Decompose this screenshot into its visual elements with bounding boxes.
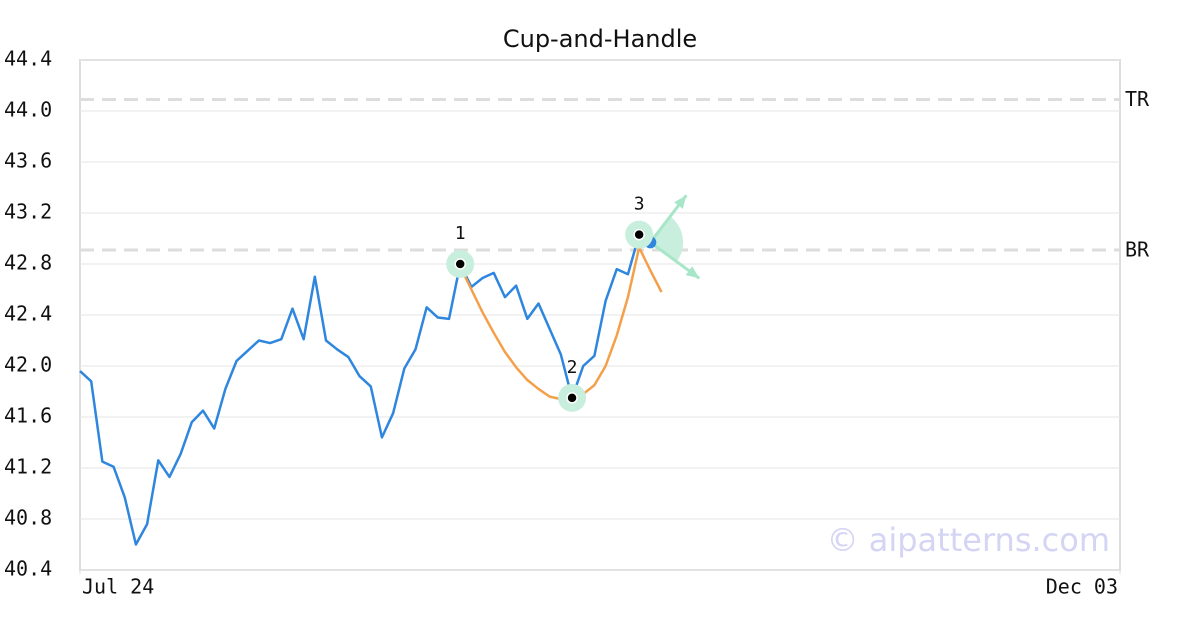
x-tick-label: Dec 03 [1046,575,1118,599]
pivot-point [566,392,578,404]
y-tick-label: 41.6 [4,404,52,428]
pivot-label: 2 [567,357,578,378]
pivot-point [454,258,466,270]
y-tick-label: 43.6 [4,149,52,173]
direction-fan [650,216,684,263]
series-line [79,233,652,546]
x-tick-label: Jul 24 [82,575,154,599]
series-line [459,246,663,401]
pivot-point [633,228,645,241]
reference-label: TR [1125,87,1150,111]
y-tick-label: 44.0 [4,98,52,122]
y-tick-label: 40.4 [4,557,52,581]
watermark: © aipatterns.com [827,521,1110,559]
y-tick-label: 42.4 [4,302,52,326]
pivot-label: 3 [634,194,645,215]
reference-label: BR [1125,237,1150,261]
pivot-label: 1 [455,223,466,244]
y-tick-label: 42.0 [4,353,52,377]
y-tick-label: 41.2 [4,455,52,479]
y-tick-label: 44.4 [4,47,52,71]
y-tick-label: 42.8 [4,251,52,275]
arrow-head [685,266,700,279]
arrow-head [674,195,687,209]
y-tick-label: 43.2 [4,200,52,224]
chart-title: Cup-and-Handle [503,25,697,53]
y-tick-label: 40.8 [4,506,52,530]
